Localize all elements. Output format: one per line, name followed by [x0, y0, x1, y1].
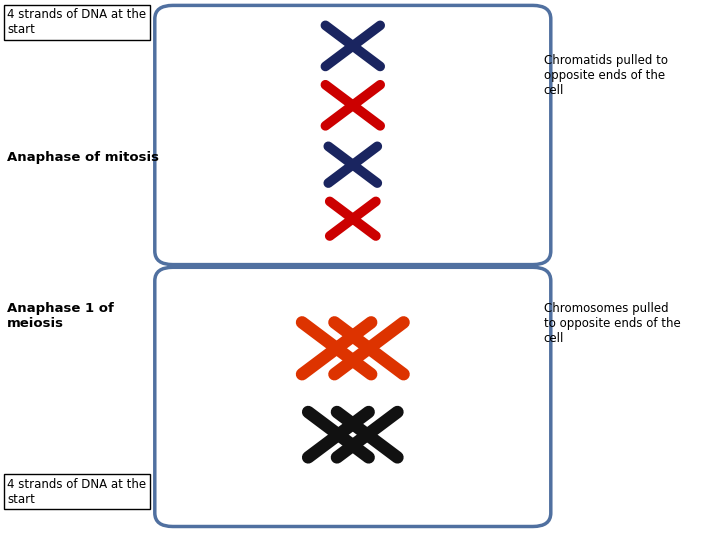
FancyBboxPatch shape [155, 267, 551, 526]
Text: 4 strands of DNA at the
start: 4 strands of DNA at the start [7, 8, 146, 36]
Text: Anaphase of mitosis: Anaphase of mitosis [7, 151, 159, 164]
FancyBboxPatch shape [155, 5, 551, 265]
Text: Anaphase 1 of
meiosis: Anaphase 1 of meiosis [7, 302, 114, 330]
Text: Chromatids pulled to
opposite ends of the
cell: Chromatids pulled to opposite ends of th… [544, 54, 667, 97]
Text: Chromosomes pulled
to opposite ends of the
cell: Chromosomes pulled to opposite ends of t… [544, 302, 680, 346]
Text: 4 strands of DNA at the
start: 4 strands of DNA at the start [7, 478, 146, 506]
